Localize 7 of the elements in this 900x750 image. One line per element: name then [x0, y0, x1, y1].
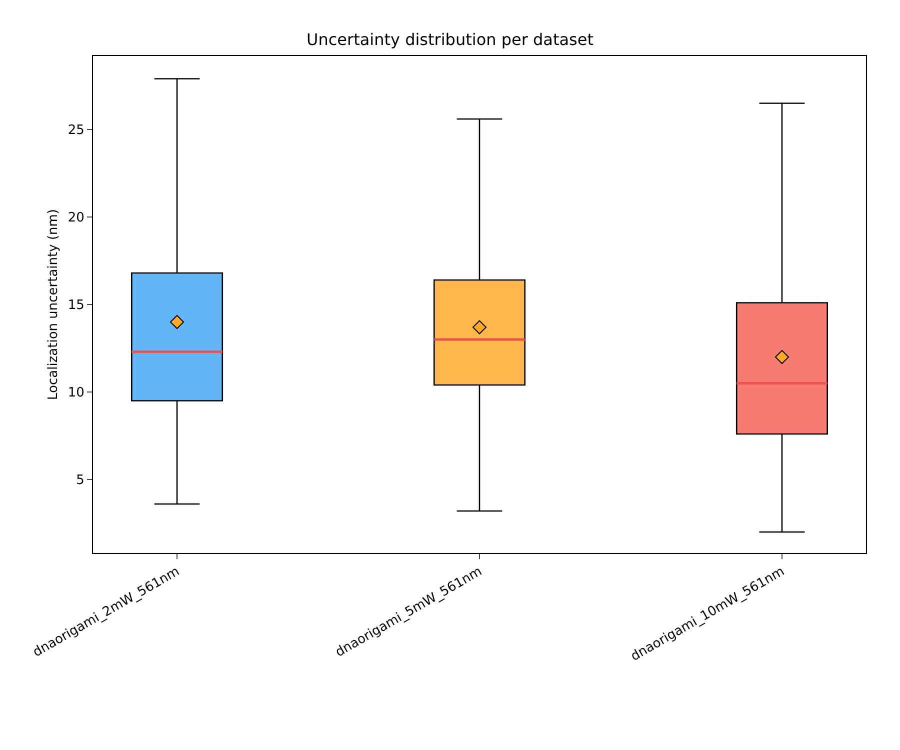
- y-axis-title: Localization uncertainty (nm): [46, 209, 61, 400]
- y-tick-label: 10: [68, 386, 84, 401]
- y-tick-label: 15: [68, 298, 84, 314]
- y-tick-label: 25: [68, 123, 84, 138]
- y-tick-label: 5: [76, 473, 84, 488]
- chart-title: Uncertainty distribution per dataset: [306, 30, 594, 49]
- y-tick-label: 20: [68, 210, 84, 226]
